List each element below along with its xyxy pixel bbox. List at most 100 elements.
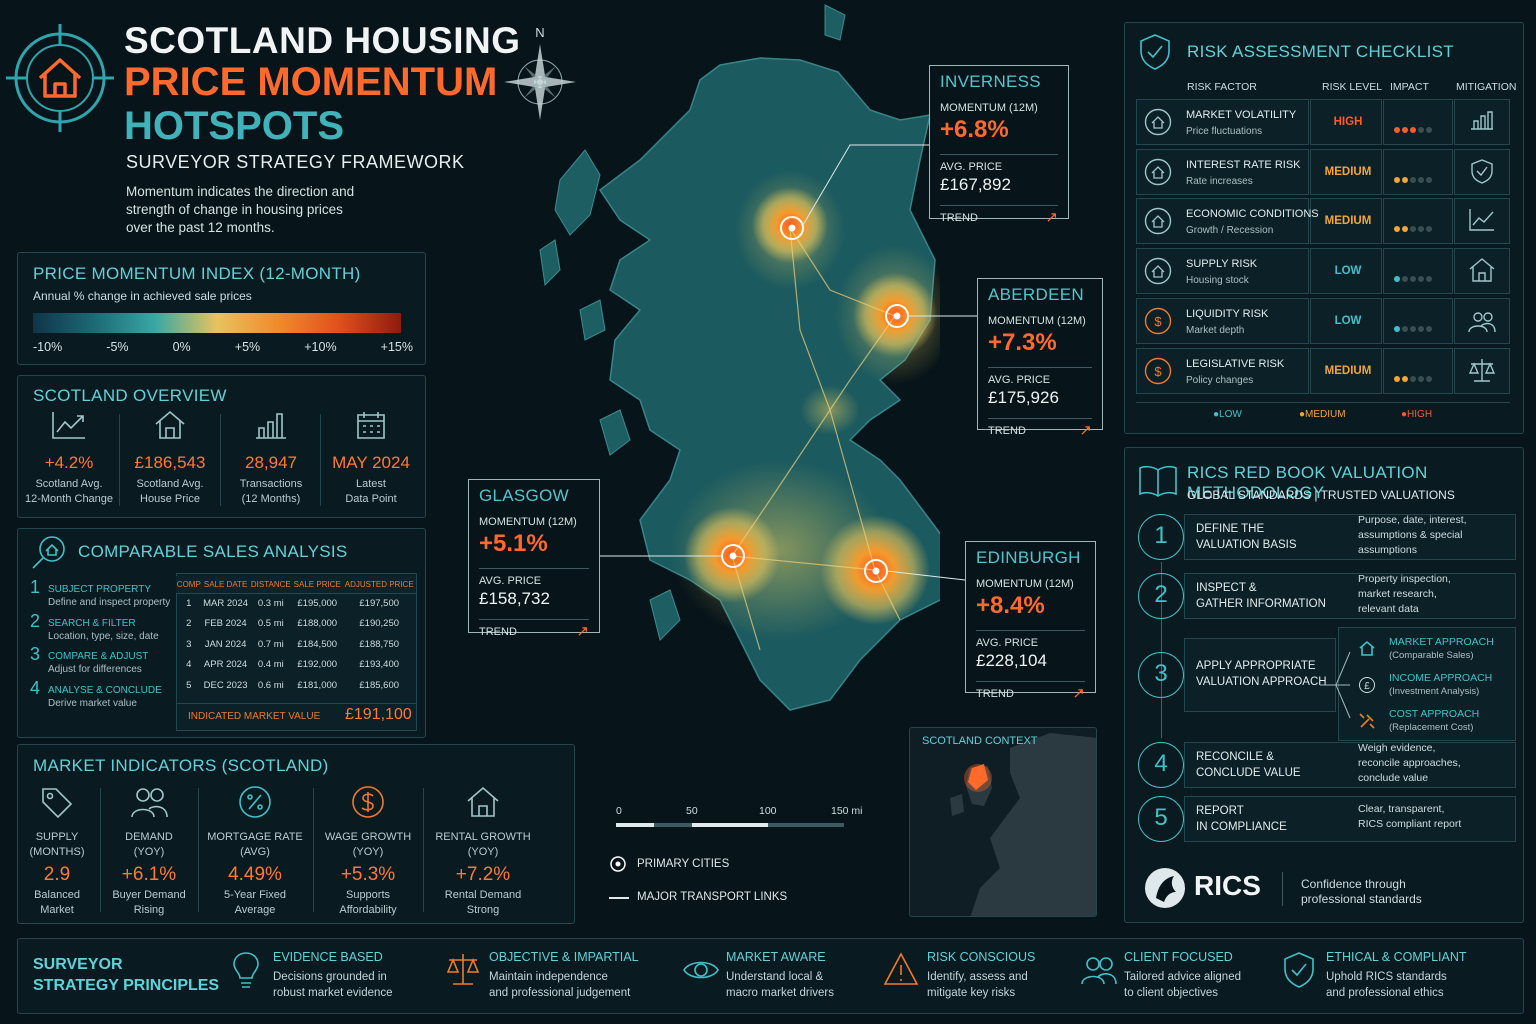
trend-up-icon: ↗ bbox=[1072, 685, 1085, 702]
risk-row: $ LIQUIDITY RISK Market depth LOW bbox=[1136, 297, 1510, 344]
impact-dot bbox=[1394, 375, 1400, 382]
legend-primary-cities: PRIMARY CITIES bbox=[637, 858, 730, 870]
bar-chart-icon bbox=[256, 413, 286, 439]
compass-rose-icon: N bbox=[504, 25, 576, 120]
shield-check-icon bbox=[1284, 952, 1314, 988]
risk-level: LOW bbox=[1334, 314, 1362, 327]
city-card-inverness[interactable]: INVERNESS MOMENTUM (12M) +6.8% AVG. PRIC… bbox=[929, 65, 1069, 225]
risk-level: MEDIUM bbox=[1324, 364, 1372, 377]
impact-dot bbox=[1402, 276, 1408, 283]
risk-name: LEGISLATIVE RISK bbox=[1186, 357, 1285, 370]
tick-label: +10% bbox=[304, 340, 337, 354]
europe-context-map bbox=[950, 733, 1096, 916]
table-row: 1 MAR 2024 0.3 mi £195,000 £197,500 bbox=[186, 598, 400, 609]
principle-evidence: EVIDENCE BASED Decisions grounded in robus… bbox=[229, 950, 393, 999]
trend-up-icon: ↗ bbox=[576, 623, 589, 640]
house-icon bbox=[1469, 258, 1495, 282]
svg-text:$: $ bbox=[1154, 314, 1162, 329]
risk-level: HIGH bbox=[1333, 116, 1363, 128]
risk-header: RISK FACTOR bbox=[1187, 81, 1257, 93]
context-inset-panel bbox=[909, 727, 1097, 917]
impact-dot bbox=[1410, 276, 1416, 283]
city-card-aberdeen[interactable]: ABERDEEN MOMENTUM (12M) +7.3% AVG. PRICE… bbox=[977, 278, 1103, 438]
momentum-scale-ticks: -10% -5% 0% +5% +10% +15% bbox=[33, 340, 413, 354]
impact-dot bbox=[1418, 176, 1424, 183]
transport-legend-line bbox=[609, 897, 629, 899]
risk-level: MEDIUM bbox=[1324, 215, 1372, 228]
tick-label: -5% bbox=[106, 340, 129, 354]
step-number-circle: 2 bbox=[1138, 573, 1184, 619]
house-chart-icon bbox=[1144, 108, 1172, 136]
city-card-glasgow[interactable]: GLASGOW MOMENTUM (12M) +5.1% AVG. PRICE … bbox=[468, 479, 600, 639]
people-icon bbox=[1468, 312, 1496, 332]
comps-header: SALE PRICE bbox=[292, 576, 343, 594]
risk-header: IMPACT bbox=[1390, 81, 1429, 93]
risk-sub: Rate increases bbox=[1186, 175, 1253, 187]
coin-icon: $ bbox=[1144, 357, 1172, 384]
house-icon bbox=[1359, 640, 1375, 656]
impact-dot bbox=[1402, 127, 1408, 133]
principles-panel bbox=[17, 938, 1524, 1014]
tick-label: 0% bbox=[172, 340, 191, 354]
overview-panel bbox=[17, 375, 426, 518]
table-row: 2 FEB 2024 0.5 mi £188,000 £190,250 bbox=[186, 618, 400, 630]
impact-dot bbox=[1410, 325, 1416, 332]
risk-row: ECONOMIC CONDITIONS Growth / Recession M… bbox=[1136, 198, 1510, 245]
impact-dot bbox=[1426, 226, 1432, 233]
impact-dot bbox=[1402, 176, 1408, 183]
comps-header: ADJUSTED PRICE bbox=[342, 576, 416, 594]
balance-scale-icon bbox=[1468, 358, 1496, 382]
risk-row: $ LEGISLATIVE RISK Policy changes MEDIUM bbox=[1136, 347, 1510, 394]
impact-dot bbox=[1426, 176, 1432, 183]
subtitle: SURVEYOR STRATEGY FRAMEWORK bbox=[126, 152, 465, 172]
impact-dot bbox=[1402, 375, 1408, 382]
approach-market: MARKET APPROACH (Comparable Sales) bbox=[1389, 636, 1494, 661]
table-row: 3 JAN 2024 0.7 mi £184,500 £188,750 bbox=[186, 638, 400, 650]
chart-circle-icon bbox=[1144, 208, 1172, 235]
rics-lion-logo-icon bbox=[1145, 868, 1185, 908]
overview-label: Latest Data Point bbox=[345, 478, 397, 505]
tick-label: -10% bbox=[33, 340, 63, 354]
impact-dot bbox=[1410, 127, 1416, 133]
principle-risk: RISK CONSCIOUS Identify, assess and mitiga… bbox=[883, 950, 1035, 999]
city-marker-inverness bbox=[780, 216, 804, 240]
impact-dots bbox=[1394, 319, 1434, 337]
rics-title: RICS RED BOOK VALUATION METHODOLOGY bbox=[1187, 463, 1428, 502]
overview-value: MAY 2024 bbox=[332, 453, 410, 472]
impact-dot bbox=[1418, 226, 1424, 233]
overview-label: Scotland Avg. House Price bbox=[136, 478, 204, 505]
city-card-edinburgh[interactable]: EDINBURGH MOMENTUM (12M) +8.4% AVG. PRIC… bbox=[965, 541, 1096, 701]
impact-dot bbox=[1410, 375, 1416, 382]
market-panel bbox=[17, 744, 575, 924]
risk-sub: Price fluctuations bbox=[1186, 126, 1263, 137]
risk-title: RISK ASSESSMENT CHECKLIST bbox=[1187, 42, 1454, 61]
principle-client: CLIENT FOCUSED Tailored advice aligned to … bbox=[1080, 950, 1241, 999]
step-number-circle: 1 bbox=[1138, 514, 1184, 560]
trend-up-icon: ↗ bbox=[1079, 422, 1092, 439]
impact-dots bbox=[1394, 219, 1434, 237]
impact-dot bbox=[1394, 127, 1400, 133]
tick-label: +15% bbox=[380, 340, 413, 354]
coin-icon: $ bbox=[1144, 307, 1172, 334]
pound-coin-icon: £ bbox=[1359, 677, 1375, 693]
primary-city-legend-icon bbox=[610, 856, 626, 872]
people-icon bbox=[1081, 957, 1117, 985]
overview-label: Transactions (12 Months) bbox=[239, 478, 303, 505]
risk-row: INTEREST RATE RISK Rate increases MEDIUM bbox=[1136, 148, 1510, 195]
rics-tagline: Confidence through professional standards bbox=[1301, 877, 1422, 906]
market-item-rental: RENTAL GROWTH (YOY) +7.2% Rental Demand St… bbox=[428, 785, 538, 918]
scotland-heatmap bbox=[539, 4, 940, 711]
people-icon bbox=[131, 788, 168, 818]
risk-name: MARKET VOLATILITY bbox=[1186, 109, 1297, 121]
line-chart-icon bbox=[52, 412, 85, 439]
overview-label: Scotland Avg. 12-Month Change bbox=[24, 478, 114, 505]
magnifier-house-icon bbox=[32, 536, 65, 569]
principles-title: SURVEYOR STRATEGY PRINCIPLES bbox=[33, 956, 220, 994]
impact-dot bbox=[1426, 325, 1432, 332]
impact-dot bbox=[1426, 276, 1432, 283]
market-item-wage: WAGE GROWTH (YOY) +5.3% Supports Affordabi… bbox=[313, 785, 423, 918]
principle-ethical: ETHICAL & COMPLIANT Uphold RICS standards… bbox=[1282, 950, 1467, 999]
impact-dot bbox=[1394, 226, 1400, 233]
momentum-index-title: PRICE MOMENTUM INDEX (12-MONTH) bbox=[33, 264, 361, 283]
